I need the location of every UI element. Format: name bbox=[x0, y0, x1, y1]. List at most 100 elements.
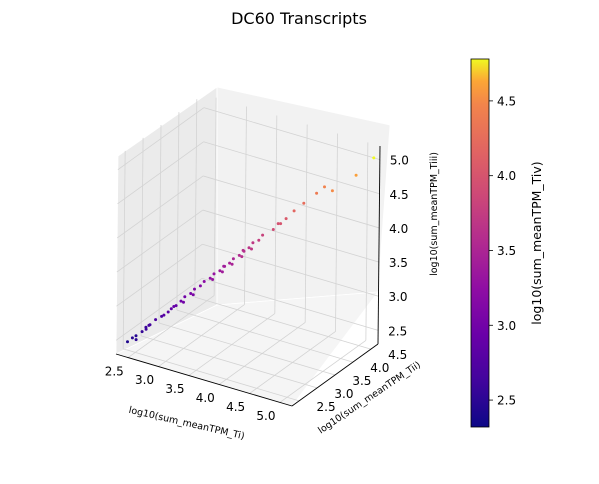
data-point bbox=[292, 209, 296, 213]
data-point bbox=[247, 246, 251, 250]
y-tick-label: 3.5 bbox=[352, 374, 371, 388]
data-point bbox=[230, 262, 234, 266]
x-gridline-back bbox=[365, 142, 369, 341]
data-point bbox=[174, 304, 178, 308]
data-point bbox=[211, 278, 215, 281]
y-tick-label: 3.0 bbox=[334, 387, 353, 401]
z-gridline-back bbox=[203, 141, 380, 195]
data-point bbox=[250, 247, 253, 251]
data-point bbox=[169, 307, 173, 311]
z-gridline-left bbox=[117, 107, 205, 170]
data-point bbox=[134, 334, 138, 338]
x-tick-label: 3.0 bbox=[135, 373, 154, 387]
y-gridline-left bbox=[122, 150, 126, 349]
y-gridline-floor bbox=[158, 322, 336, 376]
x-gridline-back bbox=[335, 133, 338, 332]
data-point bbox=[276, 222, 280, 226]
data-point bbox=[162, 313, 166, 317]
data-point bbox=[271, 228, 275, 231]
colorbar-ticks: 2.5 3.0 3.5 4.0 4.5 bbox=[489, 94, 516, 408]
data-point bbox=[208, 276, 212, 280]
z-gridline-back bbox=[202, 243, 379, 297]
z-gridline-left bbox=[117, 141, 204, 205]
x-gridline-back bbox=[304, 124, 308, 323]
data-point bbox=[218, 269, 222, 273]
y-tick-label: 2.5 bbox=[317, 400, 336, 414]
data-point bbox=[228, 261, 232, 265]
data-point bbox=[223, 264, 227, 268]
data-point bbox=[212, 272, 216, 276]
data-point bbox=[179, 299, 183, 303]
data-point bbox=[231, 257, 235, 261]
tick-labels: 2.53.03.54.04.55.02.53.03.54.04.52.53.03… bbox=[105, 154, 409, 423]
y-gridline-left bbox=[176, 112, 180, 311]
y-gridline-left bbox=[194, 99, 198, 298]
data-point bbox=[183, 295, 187, 299]
data-point bbox=[126, 340, 129, 344]
data-point bbox=[240, 255, 244, 259]
data-point bbox=[242, 249, 246, 253]
data-point bbox=[257, 238, 261, 242]
colorbar-tick-label: 3.5 bbox=[497, 244, 516, 258]
y-gridline-left bbox=[140, 137, 144, 336]
z-tick-label: 4.0 bbox=[389, 222, 408, 236]
data-point bbox=[261, 233, 265, 237]
data-point bbox=[147, 323, 151, 327]
colorbar-tick-label: 4.0 bbox=[497, 169, 516, 183]
data-point bbox=[220, 270, 224, 274]
z-gridline-back bbox=[203, 107, 380, 161]
back-pane bbox=[216, 86, 391, 306]
y-gridline-floor bbox=[140, 335, 318, 389]
z-gridline-left bbox=[115, 278, 203, 341]
z-tick-label: 3.0 bbox=[388, 290, 407, 304]
x-tick-label: 5.0 bbox=[256, 409, 275, 423]
axis-lines bbox=[115, 145, 381, 407]
data-point bbox=[354, 173, 358, 177]
z-gridline-left bbox=[116, 175, 204, 239]
data-point bbox=[237, 253, 241, 257]
z-gridline-back bbox=[202, 209, 379, 263]
data-point bbox=[251, 241, 255, 245]
z-axis-line bbox=[377, 145, 381, 345]
data-point bbox=[140, 330, 144, 334]
z-gridline-left bbox=[116, 209, 204, 273]
data-point bbox=[193, 287, 196, 291]
data-point bbox=[198, 284, 202, 288]
y-gridline-floor bbox=[194, 296, 371, 350]
x-gridline-back bbox=[213, 97, 217, 296]
data-point bbox=[323, 185, 326, 189]
y-axis-line bbox=[291, 343, 379, 407]
data-point bbox=[191, 293, 195, 297]
axes-panes bbox=[114, 86, 391, 407]
y-gridline-left bbox=[158, 124, 162, 324]
data-point bbox=[166, 310, 170, 314]
x-tick-label: 2.5 bbox=[105, 364, 124, 378]
data-point bbox=[134, 338, 138, 342]
x-tick-label: 4.5 bbox=[226, 400, 245, 414]
x-gridline-back bbox=[244, 106, 247, 305]
data-point bbox=[182, 300, 185, 304]
y-tick-label: 4.5 bbox=[388, 348, 407, 362]
x-tick-label: 4.0 bbox=[196, 391, 215, 405]
chart-title: DC60 Transcripts bbox=[231, 9, 367, 28]
z-gridline-left bbox=[116, 243, 203, 307]
data-point bbox=[189, 292, 193, 295]
z-gridline-back bbox=[203, 175, 380, 229]
data-point bbox=[130, 336, 134, 340]
data-point bbox=[315, 191, 319, 195]
z-tick-label: 2.5 bbox=[388, 324, 407, 338]
data-point bbox=[160, 314, 164, 318]
x-tick-label: 3.5 bbox=[165, 382, 184, 396]
data-point bbox=[284, 217, 288, 221]
data-point bbox=[144, 327, 148, 331]
colorbar-label: log10(sum_meanTPM_Tiv) bbox=[529, 161, 544, 324]
data-point bbox=[302, 201, 306, 205]
colorbar-tick-label: 4.5 bbox=[497, 94, 516, 108]
colorbar-tick-label: 2.5 bbox=[497, 394, 516, 408]
colorbar bbox=[470, 58, 490, 428]
data-point bbox=[172, 305, 176, 308]
z-tick-label: 3.5 bbox=[389, 256, 408, 270]
z-axis-label: log10(sum_meanTPM_Tiii) bbox=[429, 152, 440, 276]
x-axis-line bbox=[115, 353, 293, 407]
